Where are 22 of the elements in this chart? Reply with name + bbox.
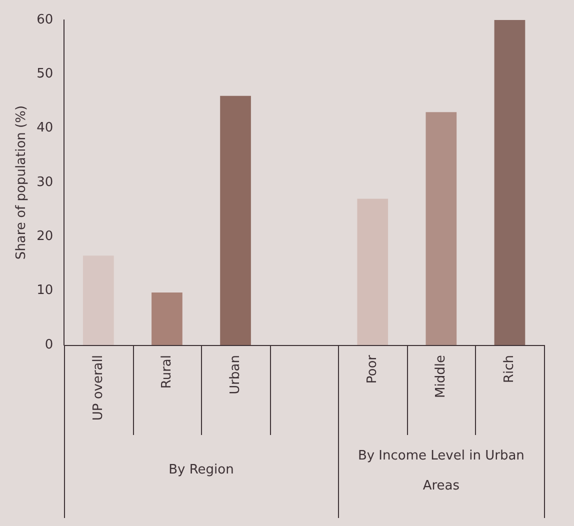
x-tick-label: Rural (159, 355, 174, 389)
y-axis-title: Share of population (%) (14, 105, 30, 260)
bar (494, 20, 526, 345)
y-tick-label: 30 (36, 174, 54, 190)
text: By Income Level in Urban Areas (358, 448, 524, 494)
x-tick-label: UP overall (90, 355, 106, 421)
bar (152, 292, 182, 345)
y-tick-label: 20 (36, 229, 54, 244)
y-tick-label: 10 (36, 283, 54, 298)
y-tick-label: 50 (36, 66, 54, 82)
bar (426, 112, 457, 345)
y-tick-label: 60 (36, 12, 54, 28)
x-tick-label: Urban (228, 355, 243, 394)
x-tick-label: Rich (502, 355, 518, 384)
y-tick-label: 0 (44, 337, 54, 352)
x-tick-label: Poor (364, 354, 380, 384)
x-tick-label: Middle (434, 355, 449, 398)
bar (357, 198, 388, 345)
bar (220, 96, 251, 345)
y-tick-label: 40 (36, 120, 54, 136)
text: By Region (168, 462, 234, 478)
bar (82, 256, 114, 345)
